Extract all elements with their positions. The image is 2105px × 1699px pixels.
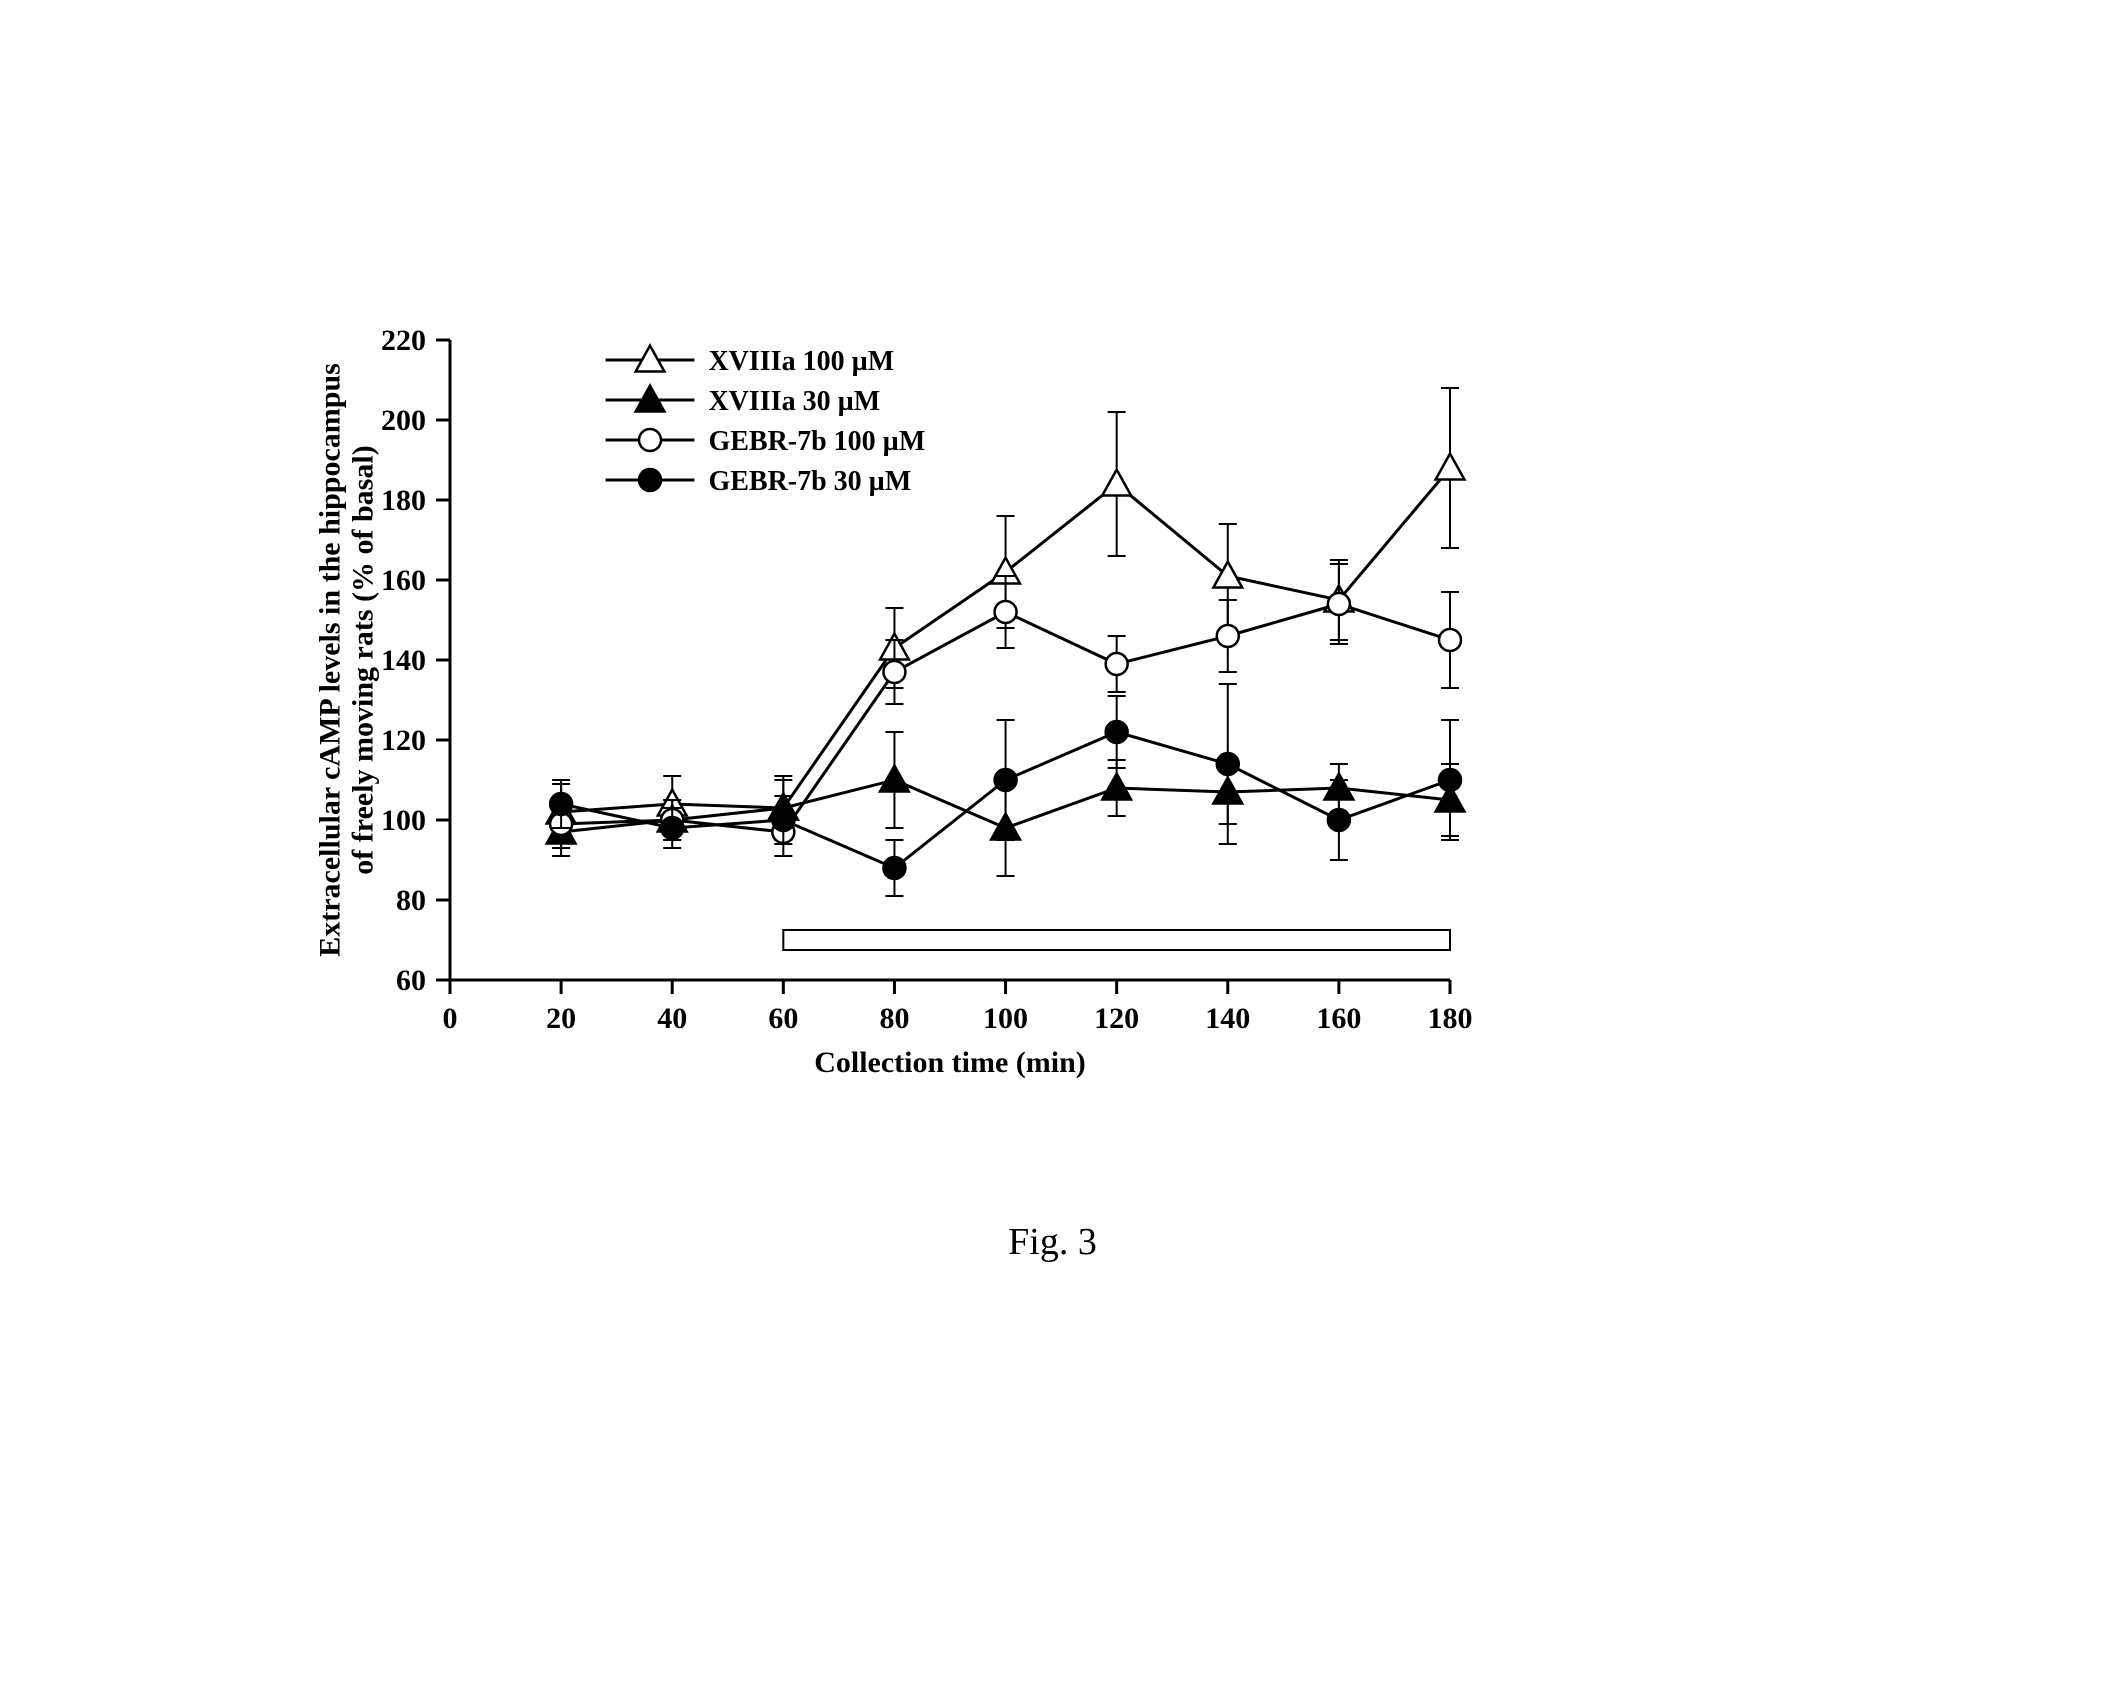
- y-tick-label: 100: [381, 804, 426, 837]
- marker-circle: [550, 793, 572, 815]
- legend-label: GEBR-7b 30 µM: [708, 466, 911, 497]
- y-tick-label: 200: [381, 404, 426, 437]
- chart-container: 0 20 40 60 80 100 120 140 160 180 60 80 100 120 140 160…: [240, 300, 1540, 1125]
- y-tick-label: 160: [381, 564, 426, 597]
- x-tick-label: 80: [879, 1002, 909, 1035]
- x-tick-label: 180: [1428, 1002, 1473, 1035]
- marker-circle: [1217, 625, 1239, 647]
- x-tick-label: 20: [546, 1002, 576, 1035]
- marker-circle: [995, 769, 1017, 791]
- x-axis-label: Collection time (min): [814, 1046, 1086, 1079]
- marker-circle: [1217, 753, 1239, 775]
- x-tick-label: 40: [657, 1002, 687, 1035]
- page: 0 20 40 60 80 100 120 140 160 180 60 80 100 120 140 160…: [0, 0, 2105, 1699]
- y-tick-label: 140: [381, 644, 426, 677]
- y-tick-label: 180: [381, 484, 426, 517]
- marker-circle: [1328, 593, 1350, 615]
- y-axis-label-line: Extracellular cAMP levels in the hippoca…: [314, 363, 347, 957]
- y-tick-label: 120: [381, 724, 426, 757]
- marker-circle: [661, 817, 683, 839]
- treatment-bar: [783, 930, 1450, 950]
- marker-circle: [883, 661, 905, 683]
- chart-background: [240, 300, 1540, 1120]
- marker-circle: [1439, 629, 1461, 651]
- marker-circle: [772, 809, 794, 831]
- x-tick-label: 160: [1316, 1002, 1361, 1035]
- y-axis-label-line: of freely moving rats (% of basal): [347, 445, 380, 874]
- marker-circle: [995, 601, 1017, 623]
- y-tick-label: 80: [396, 884, 426, 917]
- marker-circle: [639, 469, 661, 491]
- y-tick-label: 220: [381, 324, 426, 357]
- marker-circle: [1106, 653, 1128, 675]
- line-chart: 0 20 40 60 80 100 120 140 160 180 60 80 100 120 140 160…: [240, 300, 1540, 1120]
- y-axis-label: Extracellular cAMP levels in the hippoca…: [314, 363, 380, 957]
- legend-label: XVIIIa 100 µM: [708, 346, 894, 377]
- legend-label: GEBR-7b 100 µM: [708, 426, 925, 457]
- y-tick-label: 60: [396, 964, 426, 997]
- marker-circle: [1328, 809, 1350, 831]
- marker-circle: [1439, 769, 1461, 791]
- x-tick-label: 0: [443, 1002, 458, 1035]
- marker-circle: [1106, 721, 1128, 743]
- x-tick-label: 100: [983, 1002, 1028, 1035]
- marker-circle: [883, 857, 905, 879]
- marker-circle: [639, 429, 661, 451]
- legend-label: XVIIIa 30 µM: [708, 386, 880, 417]
- figure-caption: Fig. 3: [0, 1220, 2105, 1264]
- x-tick-label: 120: [1094, 1002, 1139, 1035]
- x-tick-label: 60: [768, 1002, 798, 1035]
- x-tick-label: 140: [1205, 1002, 1250, 1035]
